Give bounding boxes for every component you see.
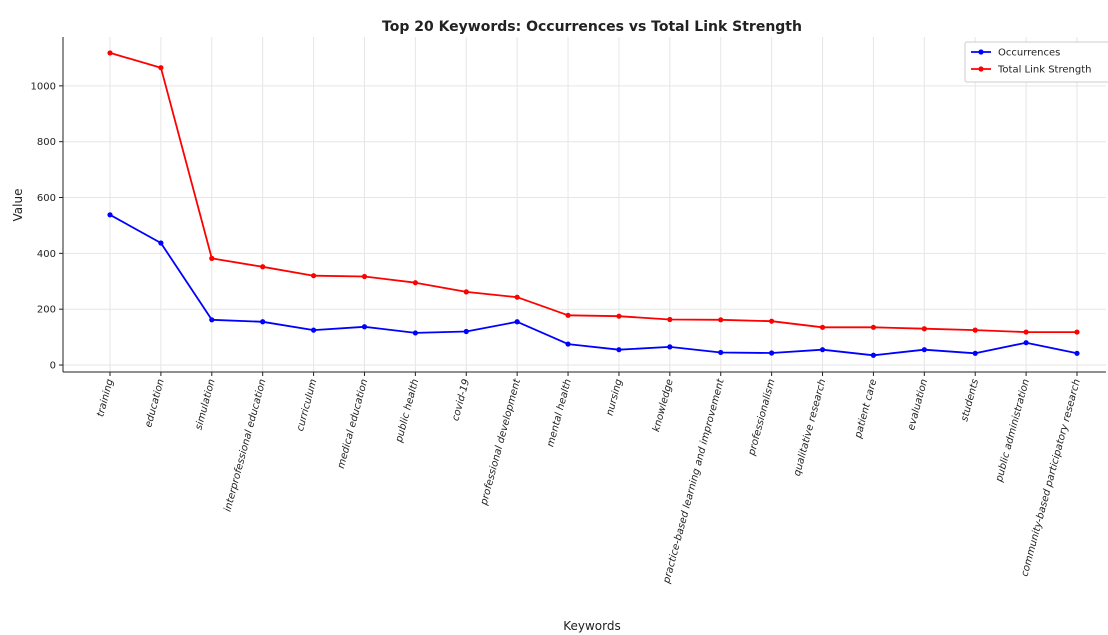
x-tick-label: covid-19 (450, 378, 472, 422)
y-tick-label: 800 (37, 137, 56, 148)
x-axis-label: Keywords (563, 619, 621, 633)
data-point (870, 324, 877, 330)
x-axis-ticks: training education simulation interprofessi… (95, 372, 1083, 585)
data-point (310, 273, 317, 279)
x-tick-label: practice-based learning and improvement (661, 377, 727, 586)
data-point (972, 327, 978, 333)
x-tick-label: curriculum (295, 378, 320, 433)
x-tick-label: professionalism (746, 378, 777, 458)
data-point (565, 312, 571, 318)
y-axis-label: Value (11, 189, 25, 222)
data-point (209, 255, 215, 261)
axes (62, 37, 1106, 373)
data-point (921, 326, 927, 332)
x-tick-label: professional development (479, 377, 524, 507)
legend-label: Occurrences (998, 48, 1060, 59)
y-tick-label: 600 (37, 193, 56, 204)
data-point (514, 294, 520, 300)
data-point (1023, 329, 1029, 335)
data-point (412, 280, 418, 286)
data-point (870, 352, 877, 358)
series (107, 50, 1080, 358)
data-point (463, 328, 469, 335)
data-point (616, 313, 622, 319)
data-point (158, 65, 164, 71)
data-point (718, 349, 724, 356)
x-tick-label: knowledge (651, 378, 676, 433)
x-tick-label: public health (394, 378, 422, 445)
series-line-1 (109, 52, 1077, 334)
legend-box (964, 41, 1108, 83)
data-point (769, 350, 775, 356)
data-point (209, 317, 215, 323)
y-tick-label: 0 (50, 361, 56, 372)
data-point (667, 344, 673, 350)
y-tick-label: 400 (37, 249, 56, 260)
data-point (310, 327, 317, 333)
data-point (1023, 340, 1029, 346)
x-tick-label: community-based participatory research (1019, 378, 1082, 578)
grid (63, 37, 1106, 372)
data-point (1074, 350, 1080, 356)
x-tick-label: simulation (194, 378, 218, 431)
x-tick-label: medical education (336, 378, 370, 470)
data-point (819, 347, 826, 353)
legend-swatch-marker (978, 66, 984, 72)
data-point (463, 289, 469, 295)
data-point (260, 319, 266, 325)
x-tick-label: training (95, 378, 116, 418)
x-tick-label: students (959, 378, 981, 423)
x-tick-label: interprofessional education (223, 378, 269, 513)
data-point (412, 330, 418, 336)
y-tick-label: 200 (37, 305, 56, 316)
data-point (921, 347, 927, 353)
data-point (361, 273, 368, 280)
data-point (667, 316, 673, 323)
x-tick-label: patient care (853, 378, 880, 440)
legend: Occurrences Total Link Strength (964, 41, 1108, 83)
legend-label: Total Link Strength (997, 65, 1091, 76)
data-point (107, 212, 113, 218)
x-tick-label: nursing (605, 378, 625, 417)
x-tick-label: mental health (545, 378, 574, 448)
data-point (819, 324, 826, 330)
data-point (616, 347, 622, 353)
data-point (1074, 329, 1080, 335)
series-line-0 (109, 214, 1078, 357)
data-point (260, 264, 266, 270)
data-point (158, 240, 164, 246)
data-point (514, 319, 520, 325)
data-point (361, 324, 368, 330)
data-point (565, 341, 571, 347)
chart-title: Top 20 Keywords: Occurrences vs Total Li… (382, 19, 802, 35)
data-point (718, 317, 724, 323)
legend-swatch-marker (978, 49, 984, 55)
x-tick-label: education (143, 378, 166, 429)
x-tick-label: qualitative research (792, 378, 829, 478)
data-point (769, 318, 775, 324)
y-tick-label: 1000 (31, 81, 56, 92)
x-tick-label: public administration (994, 378, 1032, 484)
data-point (107, 50, 113, 56)
x-tick-label: evaluation (906, 378, 930, 432)
y-axis-ticks: 0 200 400 600 800 1000 (31, 81, 63, 372)
data-point (972, 350, 978, 356)
